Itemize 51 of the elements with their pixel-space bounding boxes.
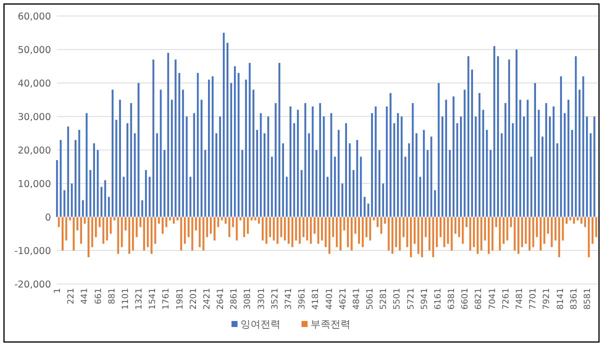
x-tick-label: 1761 <box>162 288 172 310</box>
x-tick-label: 7481 <box>515 288 526 310</box>
y-tick-label: 40,000 <box>18 78 51 90</box>
x-tick-label: 661 <box>94 288 104 304</box>
x-tick-label: 6601 <box>460 288 471 310</box>
legend-label: 잉여전력 <box>240 320 280 330</box>
x-tick-label: 5941 <box>420 288 430 310</box>
x-tick-label: 3521 <box>270 288 280 310</box>
x-tick-label: 1101 <box>120 288 131 310</box>
x-tick-label: 4401 <box>324 288 335 310</box>
x-tick-label: 441 <box>80 288 90 304</box>
x-tick-label: 7701 <box>528 288 539 310</box>
y-tick-label: 60,000 <box>18 11 51 22</box>
y-tick-label: 50,000 <box>18 44 51 56</box>
y-tick-label: -10,000 <box>14 246 51 257</box>
x-tick-label: 4841 <box>352 288 362 310</box>
x-tick-label: 8581 <box>582 288 593 310</box>
x-tick-label: 881 <box>107 288 118 304</box>
x-tick-label: 3741 <box>284 288 294 310</box>
x-tick-label: 2201 <box>188 288 199 310</box>
x-tick-label: 2421 <box>202 288 212 310</box>
x-tick-label: 5721 <box>406 288 416 310</box>
x-tick-label: 5281 <box>379 288 390 310</box>
x-tick-label: 8361 <box>569 288 580 310</box>
x-tick-label: 3301 <box>256 288 267 310</box>
x-tick-label: 221 <box>66 288 77 304</box>
x-tick-label: 1541 <box>148 288 158 310</box>
x-tick-label: 8141 <box>556 288 566 310</box>
x-tick-label: 6381 <box>447 288 458 310</box>
x-tick-label: 2861 <box>230 288 240 310</box>
x-tick-label: 2641 <box>216 288 226 310</box>
x-tick-label: 7041 <box>488 288 498 310</box>
y-tick-label: 10,000 <box>18 178 51 190</box>
y-tick-label: 0 <box>44 212 51 224</box>
y-tick-label: 20,000 <box>18 145 51 156</box>
x-tick-label: 1321 <box>134 288 145 310</box>
x-tick-label: 3081 <box>243 288 254 310</box>
x-tick-label: 1 <box>53 288 63 294</box>
x-tick-label: 5061 <box>366 288 376 310</box>
x-tick-label: 7921 <box>542 288 552 310</box>
y-tick-label: -20,000 <box>14 279 51 290</box>
x-tick-label: 1981 <box>175 288 186 310</box>
x-tick-label: 4181 <box>311 288 322 310</box>
x-tick-label: 3961 <box>298 288 308 310</box>
x-tick-label: 6821 <box>474 288 484 310</box>
y-tick-label: 30,000 <box>18 112 51 123</box>
x-tick-label: 5501 <box>392 288 403 310</box>
x-tick-label: 4621 <box>338 288 348 310</box>
x-tick-label: 6161 <box>433 288 444 310</box>
x-tick-label: 7261 <box>501 288 512 310</box>
legend-label: 부족전력 <box>310 320 350 330</box>
